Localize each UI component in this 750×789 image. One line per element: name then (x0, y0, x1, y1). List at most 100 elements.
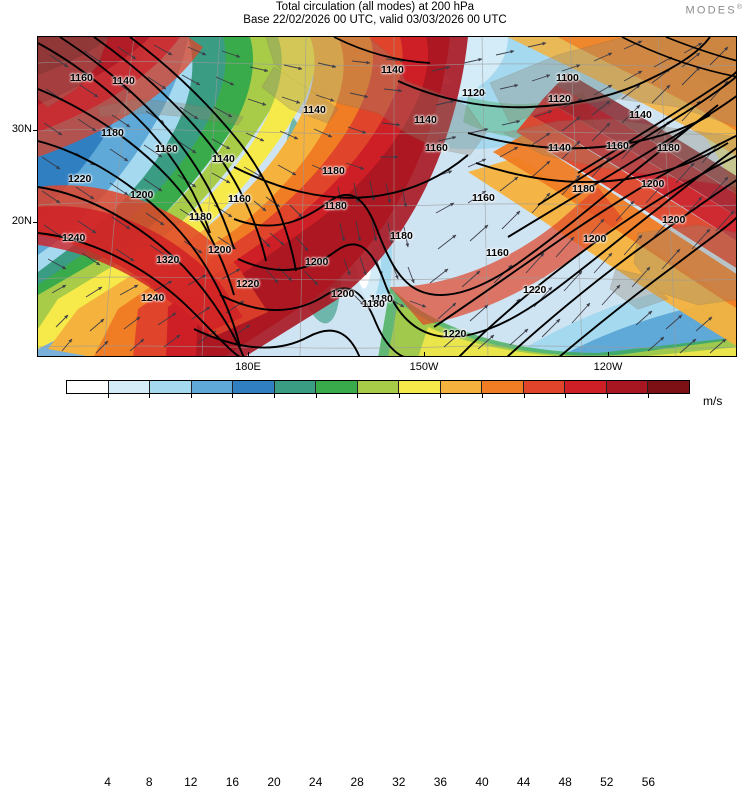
chart-title-block: Total circulation (all modes) at 200 hPa… (0, 1, 750, 27)
contour-label: 1160 (228, 193, 251, 205)
geopotential-contours (38, 37, 736, 356)
contour-label: 1140 (303, 104, 326, 116)
colorbar-tick (565, 394, 567, 398)
contour-label: 1200 (583, 233, 607, 245)
colorbar-tick (440, 394, 442, 398)
contour-label: 1120 (462, 87, 485, 99)
contour-label: 1200 (208, 244, 232, 256)
contour-label: 1180 (101, 127, 124, 139)
colorbar-cell (316, 381, 358, 393)
contour-label: 1180 (189, 211, 212, 223)
colorbar-tick-label: 20 (267, 775, 281, 789)
colorbar-cell (482, 381, 524, 393)
colorbar-cell (523, 381, 566, 393)
contour-label: 1220 (523, 284, 547, 296)
contour-label: 1180 (362, 298, 385, 310)
x-axis-tick (424, 352, 425, 357)
contour-label: 1220 (443, 328, 467, 340)
colorbar-tick-label: 56 (641, 775, 656, 789)
colorbar-tick (190, 394, 192, 398)
contour-label: 1180 (390, 230, 413, 242)
contour-label: 1140 (381, 64, 404, 76)
colorbar-cell (399, 381, 441, 393)
y-axis-tick (33, 222, 38, 223)
contour-label: 1140 (112, 75, 135, 87)
colorbar-tick (107, 394, 109, 398)
contour-label: 1240 (62, 232, 86, 244)
contour-label: 1180 (370, 293, 393, 305)
contour-label: 1180 (322, 165, 345, 177)
colorbar-ticks: 4 8 12 16 20 24 28 32 36 40 44 48 52 56 (0, 380, 750, 789)
colorbar-cell (357, 381, 400, 393)
colorbar-tick-label: 16 (225, 775, 240, 789)
x-axis-tick (608, 352, 609, 357)
y-axis-tick (33, 130, 38, 131)
map-plot-area: 1140 1160 1180 1160 1140 1220 1200 1160 1180 1240… (37, 36, 737, 357)
colorbar-tick-label: 44 (516, 775, 531, 789)
colorbar (66, 380, 690, 394)
x-axis-tick-label: 120W (593, 361, 623, 373)
contour-label: 1180 (572, 183, 595, 195)
colorbar-tick-label: 32 (392, 775, 406, 789)
colorbar-tick-label: 52 (600, 775, 614, 789)
brand-text: MODES (685, 4, 737, 17)
colorbar-cell (191, 381, 234, 393)
colorbar-cell (233, 381, 275, 393)
y-axis-tick-label: 30N (11, 123, 32, 135)
contour-label: 1160 (606, 140, 629, 152)
contour-label: 1160 (472, 192, 495, 204)
colorbar-cell (67, 381, 109, 393)
colorbar-tick (232, 394, 234, 398)
colorbar-tick-label: 28 (350, 775, 364, 789)
colorbar-cell (274, 381, 317, 393)
contour-label: 1200 (130, 189, 154, 201)
contour-label: 1240 (141, 292, 165, 304)
map-canvas (38, 37, 736, 356)
contour-label: 1140 (629, 109, 652, 121)
contour-label: 1200 (305, 256, 329, 268)
colorbar-tick-label: 36 (433, 775, 448, 789)
colorbar-cell (440, 381, 483, 393)
contour-label: 1180 (657, 142, 680, 154)
x-axis-tick (248, 352, 249, 357)
colorbar-cell (565, 381, 607, 393)
colorbar-tick (398, 394, 400, 398)
colorbar-tick-label: 48 (558, 775, 572, 789)
colorbar-tick (648, 394, 650, 398)
colorbar-tick-label: 24 (308, 775, 323, 789)
contour-label: 1200 (641, 178, 665, 190)
contour-label: 1160 (155, 143, 178, 155)
colorbar-tick-label: 12 (184, 775, 198, 789)
colorbar-tick (523, 394, 525, 398)
contour-label: 1120 (548, 93, 571, 105)
colorbar-cell (108, 381, 151, 393)
colorbar-cell (150, 381, 192, 393)
registered-mark-icon: ® (736, 4, 742, 11)
colorbar-tick (274, 394, 275, 398)
chart-subtitle: Base 22/02/2026 00 UTC, valid 03/03/2026… (243, 14, 507, 26)
colorbar-tick (357, 394, 359, 398)
colorbar-tick (482, 394, 483, 398)
contour-label: 1160 (425, 142, 448, 154)
colorbar-tick (149, 394, 151, 398)
contour-label: 1200 (662, 214, 686, 226)
colorbar-tick-label: 40 (475, 775, 489, 789)
page-title: Total circulation (all modes) at 200 hPa (275, 1, 475, 13)
contour-label: 1220 (236, 278, 260, 290)
colorbar-tick-label: 8 (145, 775, 153, 789)
x-axis-tick-label: 180E (235, 361, 261, 373)
contour-label: 1140 (548, 142, 571, 154)
contour-label: 1320 (156, 254, 180, 266)
contour-label: 1140 (414, 114, 437, 126)
contour-label: 1140 (212, 153, 235, 165)
colorbar-cell (648, 381, 689, 393)
colorbar-tick (606, 394, 608, 398)
y-axis-tick-label: 20N (11, 215, 32, 227)
modes-logo: MODES® (685, 4, 742, 17)
contour-label: 1160 (486, 247, 509, 259)
contour-label: 1220 (68, 173, 92, 185)
contour-label: 1160 (70, 72, 93, 84)
colorbar-tick-label: 4 (104, 775, 111, 789)
colorbar-cell (606, 381, 649, 393)
contour-label: 1180 (324, 200, 347, 212)
